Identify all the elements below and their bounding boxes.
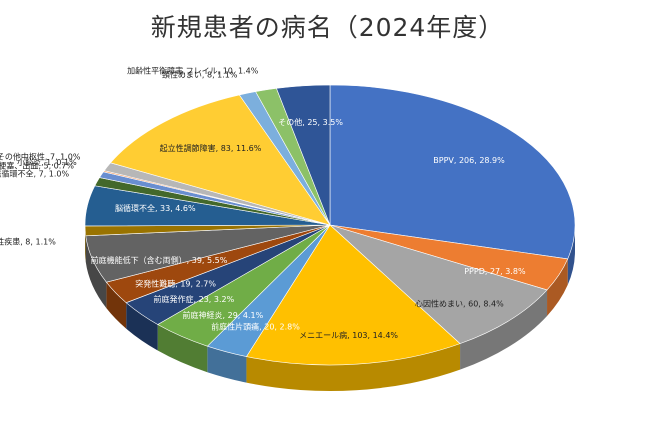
slice-label-9: その他内耳性疾患, 8, 1.1% — [0, 237, 56, 247]
pie-top — [84, 84, 576, 366]
slice-label-5: 前庭神経炎, 29, 4.1% — [183, 310, 264, 320]
pie-slice-3[interactable] — [245, 224, 461, 366]
chart-title: 新規患者の病名（2024年度） — [150, 13, 505, 42]
pie-side-8 — [85, 235, 107, 309]
slice-label-6: 前庭発作症, 23, 3.2% — [154, 294, 235, 304]
slice-label-16: 頸性めまい, 8, 1.1% — [162, 69, 238, 79]
pie-slice-18[interactable] — [276, 84, 331, 226]
pie-side-7 — [106, 282, 127, 329]
slice-label-14: その他中枢性, 7, 1.0% — [0, 152, 81, 162]
slice-label-8: 前庭機能低下（含む両側）, 39, 5.5% — [91, 255, 228, 265]
slice-label-3: メニエール病, 103, 14.4% — [299, 330, 398, 340]
slice-label-18: その他, 25, 3.5% — [278, 117, 343, 127]
pie-slice-2[interactable] — [329, 224, 548, 344]
pie-side-0 — [567, 225, 575, 285]
pie-side-6 — [126, 302, 158, 351]
pie-slice-15[interactable] — [109, 94, 331, 226]
pie-side-3 — [246, 343, 461, 391]
pie-side-4 — [207, 346, 247, 383]
pie-side-1 — [547, 258, 568, 316]
slice-label-4: 前庭性片頭痛, 20, 2.8% — [211, 321, 300, 331]
slice-label-15: 起立性調節障害, 83, 11.6% — [160, 143, 262, 153]
slice-label-11: 椎骨脳底動脈循環不全, 7, 1.0% — [0, 168, 69, 178]
slice-label-13: 小脳炎, 1, 0.1% — [17, 157, 77, 167]
slice-label-12: 脳梗塞、出血, 5, 0.7% — [0, 161, 74, 171]
slice-label-1: PPPD, 27, 3.8% — [464, 267, 526, 276]
pie-labels: BPPV, 206, 28.9% PPPD, 27, 3.8% 心因性めまい, 60… — [0, 66, 526, 341]
pie-side-5 — [157, 324, 208, 373]
slice-label-7: 突発性難聴, 19, 2.7% — [135, 279, 216, 289]
slice-label-17: 加齢性平衡障害,フレイル, 10, 1.4% — [127, 66, 259, 76]
slice-label-0: BPPV, 206, 28.9% — [433, 156, 505, 165]
slice-label-10: 脳循環不全, 33, 4.6% — [115, 203, 196, 213]
slice-label-2: 心因性めまい, 60, 8.4% — [415, 299, 504, 309]
pie-slice-0[interactable] — [329, 84, 576, 260]
